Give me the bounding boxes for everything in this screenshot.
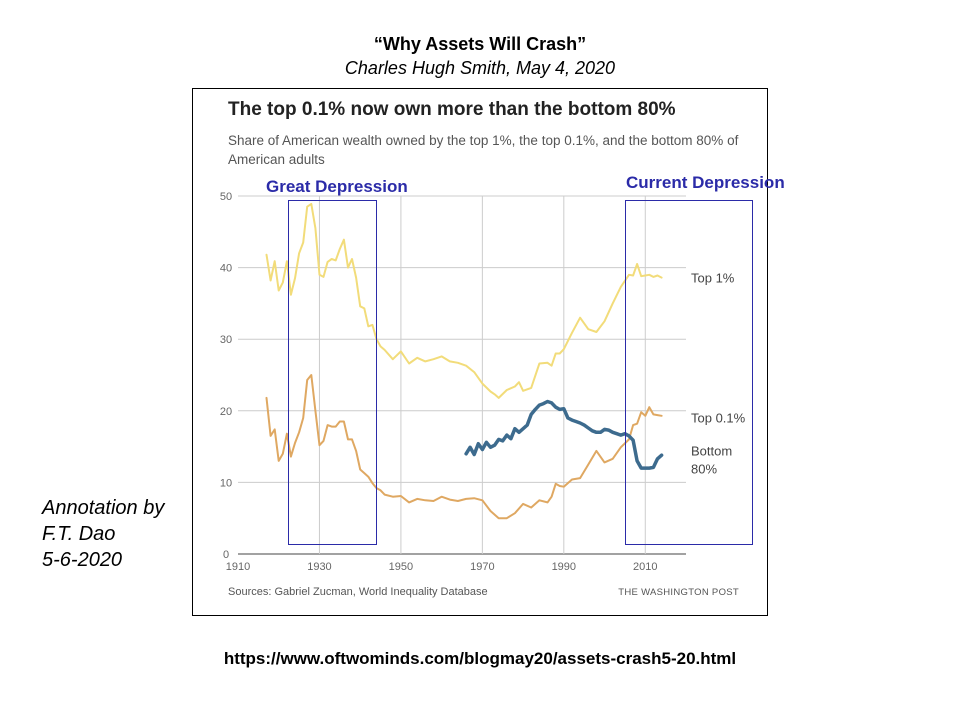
- great-depression-label: Great Depression: [266, 177, 408, 196]
- slide-subtitle: Charles Hugh Smith, May 4, 2020: [344, 58, 616, 78]
- annotation-line: Annotation by: [42, 497, 165, 519]
- chart-title: The top 0.1% now own more than the botto…: [228, 99, 676, 120]
- annotation-credit: Annotation by F.T. Dao 5-6-2020: [42, 495, 164, 573]
- current-depression-label: Current Depression: [626, 173, 785, 192]
- chart-subtitle: Share of American wealth owned by the to…: [228, 133, 739, 167]
- annotation-line: F.T. Dao: [42, 523, 116, 545]
- slide-title: “Why Assets Will Crash”: [373, 34, 587, 54]
- current-depression-box: [625, 200, 753, 545]
- great-depression-box: [288, 200, 377, 545]
- chart-credit: THE WASHINGTON POST: [618, 587, 739, 598]
- annotation-line: 5-6-2020: [42, 549, 123, 571]
- source-url: https://www.oftwominds.com/blogmay20/ass…: [223, 649, 737, 668]
- chart-source: Sources: Gabriel Zucman, World Inequalit…: [228, 586, 488, 598]
